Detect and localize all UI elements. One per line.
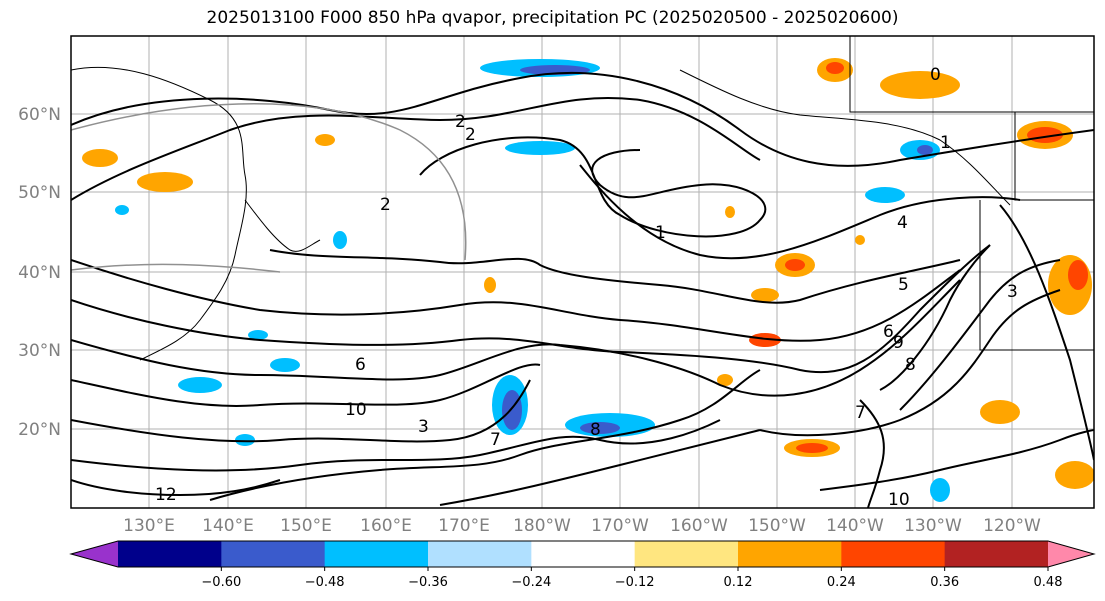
colorbar-segment bbox=[944, 541, 1049, 567]
colorbar-tick-label: 0.24 bbox=[827, 575, 856, 590]
lon-label: 150°E bbox=[280, 516, 332, 536]
lat-label: 60°N bbox=[18, 105, 61, 125]
contour-label: 12 bbox=[155, 485, 177, 505]
colorbar-segment bbox=[634, 541, 739, 567]
lon-label: 120°W bbox=[983, 516, 1041, 536]
coastlines bbox=[71, 36, 1094, 361]
colorbar-segment bbox=[221, 541, 326, 567]
contour-label: 3 bbox=[418, 417, 429, 437]
contour-label: 4 bbox=[897, 213, 908, 233]
contour-label: 6 bbox=[883, 322, 894, 342]
lat-label: 30°N bbox=[18, 341, 61, 361]
contour-label: 2 bbox=[380, 195, 391, 215]
pc-shading bbox=[82, 58, 1094, 502]
colorbar-tick-label: −0.12 bbox=[615, 575, 655, 590]
boundary-arcs bbox=[71, 103, 467, 273]
qvapor-contours bbox=[71, 72, 1094, 508]
contour-label: 8 bbox=[905, 355, 916, 375]
lon-label: 150°W bbox=[748, 516, 806, 536]
lon-label: 180°W bbox=[513, 516, 571, 536]
colorbar-tick-label: −0.60 bbox=[201, 575, 241, 590]
colorbar-segment bbox=[841, 541, 946, 567]
map-frame bbox=[70, 35, 1095, 509]
contour-label: 3 bbox=[1007, 282, 1018, 302]
colorbar-tick-label: 0.36 bbox=[930, 575, 959, 590]
lon-label: 130°E bbox=[123, 516, 175, 536]
contour-label: 1 bbox=[940, 133, 951, 153]
colorbar-segment bbox=[738, 541, 842, 567]
lat-label: 50°N bbox=[18, 183, 61, 203]
lon-label: 160°W bbox=[670, 516, 728, 536]
lat-label: 40°N bbox=[18, 263, 61, 283]
contour-label: 2 bbox=[465, 125, 476, 145]
lon-label: 140°E bbox=[202, 516, 254, 536]
colorbar-tick-label: 0.48 bbox=[1034, 575, 1063, 590]
contour-label: 9 bbox=[893, 333, 904, 353]
colorbar-segment bbox=[531, 541, 636, 567]
colorbar: −0.60 −0.48 −0.36 −0.24 −0.12 0.12 0.24 0.36 0.4… bbox=[69, 540, 1096, 590]
lon-label: 130°W bbox=[904, 516, 962, 536]
colorbar-extend-low bbox=[71, 541, 118, 567]
contour-label: 7 bbox=[855, 403, 866, 423]
contour-label: 1 bbox=[655, 223, 666, 243]
contour-label: 6 bbox=[355, 355, 366, 375]
colorbar-tick-label: −0.24 bbox=[511, 575, 551, 590]
colorbar-segment bbox=[324, 541, 429, 567]
contour-label: 0 bbox=[930, 65, 941, 85]
colorbar-tick-label: −0.48 bbox=[305, 575, 345, 590]
lat-label: 20°N bbox=[18, 420, 61, 440]
contour-labels: 2 2 2 1 4 5 6 3 7 8 9 10 3 1 0 6 7 8 10 … bbox=[155, 65, 1018, 510]
colorbar-outline bbox=[69, 540, 1096, 568]
contour-label: 8 bbox=[590, 420, 601, 440]
lon-label: 140°W bbox=[826, 516, 884, 536]
colorbar-segments bbox=[71, 541, 1094, 567]
contour-label: 5 bbox=[898, 275, 909, 295]
map-title: 2025013100 F000 850 hPa qvapor, precipit… bbox=[206, 8, 899, 28]
colorbar-extend-high bbox=[1048, 541, 1094, 567]
colorbar-tick-label: 0.12 bbox=[724, 575, 753, 590]
colorbar-ticks: −0.60 −0.48 −0.36 −0.24 −0.12 0.12 0.24 0.36 0.4… bbox=[201, 567, 1063, 590]
lon-label: 160°E bbox=[360, 516, 412, 536]
longitude-labels: 130°E 140°E 150°E 160°E 170°E 180°W 170°… bbox=[123, 516, 1041, 536]
contour-label: 10 bbox=[888, 490, 910, 510]
latitude-labels: 60°N 50°N 40°N 30°N 20°N bbox=[18, 105, 61, 440]
colorbar-tick-label: −0.36 bbox=[408, 575, 448, 590]
colorbar-segment bbox=[118, 541, 222, 567]
colorbar-segment bbox=[428, 541, 532, 567]
lon-label: 170°W bbox=[591, 516, 649, 536]
contour-label: 2 bbox=[455, 112, 466, 132]
contour-label: 7 bbox=[490, 430, 501, 450]
lon-label: 170°E bbox=[438, 516, 490, 536]
contour-label: 10 bbox=[345, 400, 367, 420]
